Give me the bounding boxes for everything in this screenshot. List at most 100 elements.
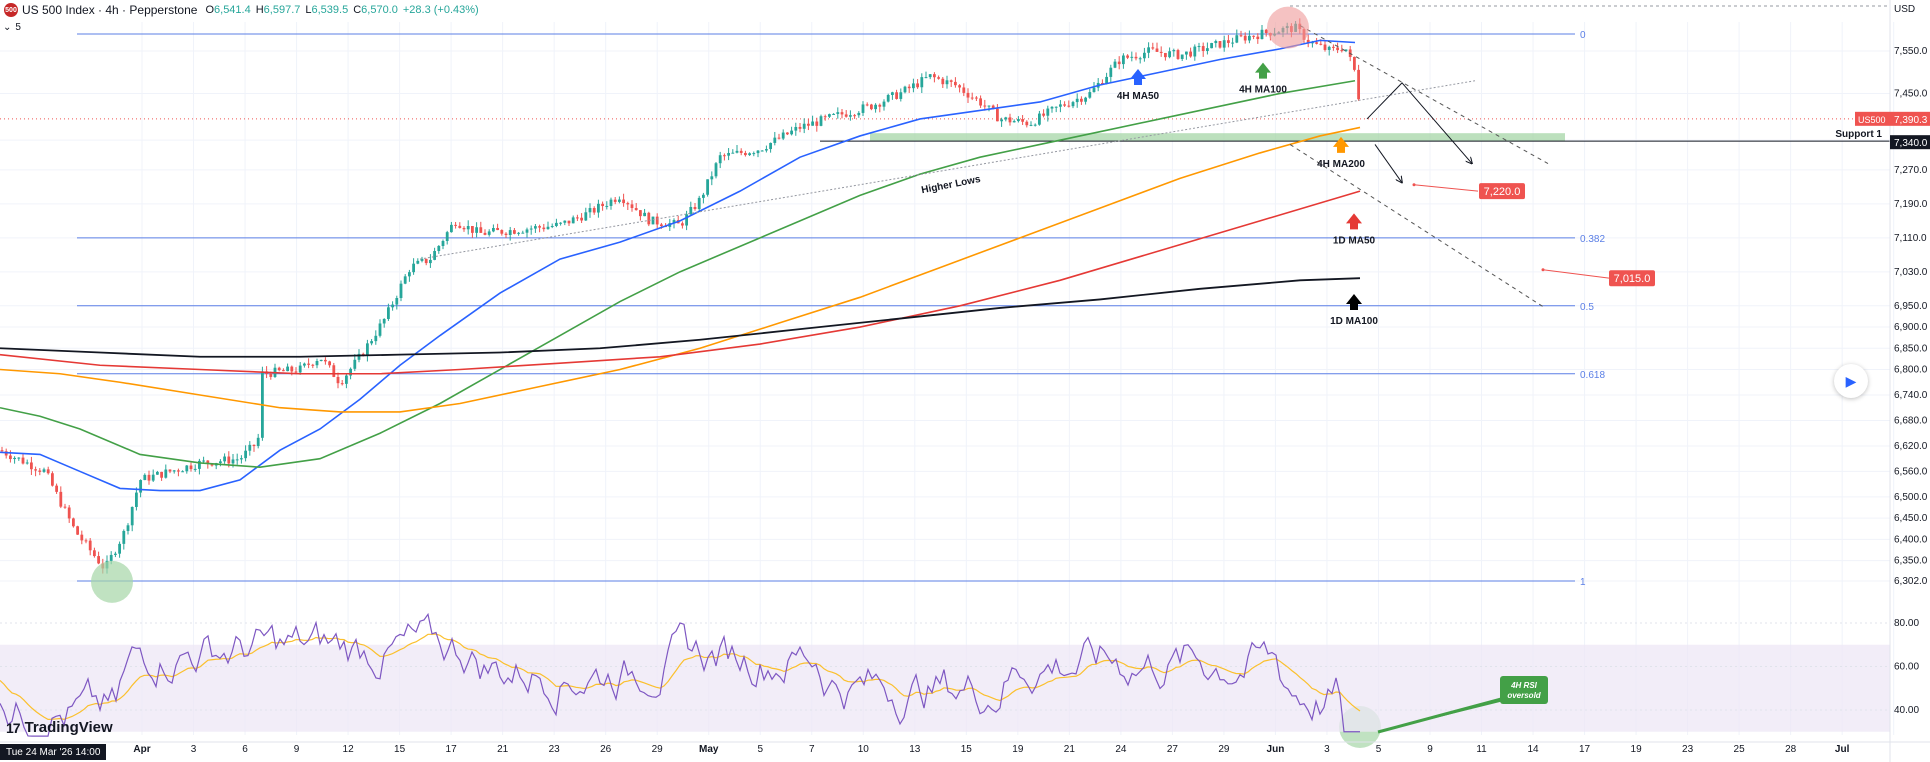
candle: [1180, 54, 1184, 61]
indicators-toggle[interactable]: ⌄ 5: [3, 22, 21, 33]
candle-body: [370, 341, 373, 344]
candle-body: [349, 368, 352, 376]
candle: [93, 547, 96, 558]
candle: [861, 101, 865, 116]
candle-body: [1222, 40, 1226, 48]
candle: [702, 192, 705, 204]
candle-body: [970, 97, 974, 99]
candle: [773, 131, 777, 146]
candle: [958, 84, 961, 93]
candle-body: [416, 260, 420, 264]
candle-body: [1063, 104, 1066, 106]
candle: [1046, 105, 1050, 122]
candle: [735, 144, 739, 154]
time-tick-label: 29: [1218, 744, 1230, 755]
candle: [198, 458, 201, 475]
candle: [521, 230, 525, 234]
candle: [391, 301, 394, 311]
candle-body: [1008, 117, 1012, 123]
candle-body: [1059, 104, 1062, 107]
candle: [815, 117, 819, 132]
candle: [655, 213, 659, 229]
time-tick-label: 23: [549, 744, 561, 755]
candle: [928, 74, 932, 80]
candle-body: [1256, 36, 1260, 40]
candle-body: [760, 150, 764, 152]
candle-body: [315, 361, 319, 366]
candle: [282, 368, 285, 372]
candle-body: [966, 92, 970, 98]
tradingview-logo[interactable]: 17 TradingView: [6, 719, 113, 736]
price-tick-label: 6,620.0: [1894, 441, 1928, 452]
candle: [67, 505, 71, 523]
candle-body: [454, 224, 457, 226]
candle-body: [324, 359, 327, 362]
candle: [1340, 44, 1344, 53]
candle: [496, 223, 499, 231]
candle: [378, 319, 382, 338]
candle-body: [420, 258, 424, 261]
support-badge-value: 7,340.0: [1894, 138, 1928, 149]
candle: [966, 88, 970, 104]
rsi-tick-label: 40.00: [1894, 705, 1919, 716]
price-tick-label: 7,030.0: [1894, 267, 1928, 278]
candle-body: [118, 543, 121, 554]
candle-body: [1176, 50, 1180, 59]
candle: [840, 108, 844, 119]
candle-body: [303, 363, 306, 366]
candle: [277, 366, 281, 372]
candle: [51, 471, 54, 487]
candle: [1227, 34, 1230, 48]
target-1-connector: [1413, 184, 1479, 192]
candle-body: [584, 212, 588, 221]
candle-body: [513, 230, 516, 234]
replay-play-button[interactable]: ▶: [1834, 364, 1868, 398]
candle: [1327, 45, 1331, 56]
candle: [395, 295, 399, 310]
candle-body: [1122, 55, 1125, 65]
candle-body: [1319, 43, 1323, 45]
candle-body: [828, 114, 831, 117]
price-tick-label: 7,110.0: [1894, 233, 1927, 244]
candle-body: [445, 232, 449, 242]
candle-body: [336, 376, 340, 384]
candle-body: [168, 469, 172, 472]
candle-body: [59, 491, 63, 507]
candle: [42, 467, 46, 473]
candle: [256, 433, 260, 449]
candle: [744, 150, 747, 157]
candle: [466, 220, 470, 235]
symbol-title[interactable]: US 500 Index · 4h · Pepperstone: [22, 3, 198, 17]
candle: [1201, 42, 1205, 57]
candle: [55, 483, 58, 494]
candle-body: [580, 217, 583, 221]
candle-body: [160, 471, 163, 478]
time-tick-label: 25: [1734, 744, 1746, 755]
ohlc-change: +28.3 (+0.43%): [402, 4, 479, 16]
support-label: Support 1: [1835, 129, 1882, 140]
candle-body: [576, 217, 579, 219]
candle: [30, 456, 33, 475]
candle: [504, 232, 508, 238]
candle-body: [109, 554, 113, 561]
candle: [865, 102, 869, 107]
candle: [34, 466, 37, 477]
candle: [613, 196, 617, 205]
candle-body: [1101, 82, 1104, 84]
candle-body: [391, 304, 394, 308]
candle: [454, 221, 457, 229]
candle: [979, 95, 982, 108]
candle-body: [492, 227, 495, 232]
candle-body: [975, 97, 978, 99]
candle-body: [479, 227, 483, 233]
candle-body: [156, 471, 159, 475]
candle-body: [290, 366, 294, 372]
rsi-callout-box: [1500, 676, 1548, 704]
candle: [193, 464, 197, 472]
candle: [731, 149, 735, 154]
candle-body: [424, 258, 428, 264]
candle-body: [25, 462, 29, 464]
target-badge-value: 7,220.0: [1484, 186, 1521, 198]
ohlc-open: O6,541.4: [205, 4, 251, 16]
